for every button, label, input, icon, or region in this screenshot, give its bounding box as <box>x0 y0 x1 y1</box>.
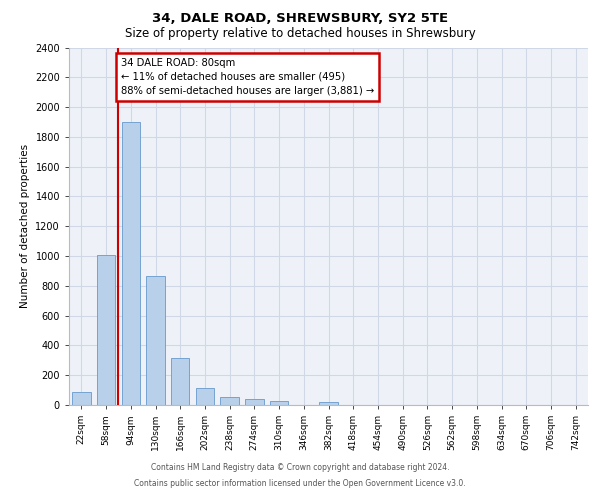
Text: 34 DALE ROAD: 80sqm
← 11% of detached houses are smaller (495)
88% of semi-detac: 34 DALE ROAD: 80sqm ← 11% of detached ho… <box>121 58 374 96</box>
Y-axis label: Number of detached properties: Number of detached properties <box>20 144 29 308</box>
Bar <box>146 276 165 405</box>
Bar <box>97 254 115 405</box>
Text: Contains public sector information licensed under the Open Government Licence v3: Contains public sector information licen… <box>134 478 466 488</box>
Bar <box>196 388 214 405</box>
Bar <box>270 402 289 405</box>
Bar <box>245 399 263 405</box>
Bar <box>171 358 190 405</box>
Bar <box>72 392 91 405</box>
Bar <box>122 122 140 405</box>
Text: 34, DALE ROAD, SHREWSBURY, SY2 5TE: 34, DALE ROAD, SHREWSBURY, SY2 5TE <box>152 12 448 26</box>
Bar <box>319 402 338 405</box>
Text: Size of property relative to detached houses in Shrewsbury: Size of property relative to detached ho… <box>125 28 475 40</box>
Bar <box>220 397 239 405</box>
Text: Contains HM Land Registry data © Crown copyright and database right 2024.: Contains HM Land Registry data © Crown c… <box>151 464 449 472</box>
